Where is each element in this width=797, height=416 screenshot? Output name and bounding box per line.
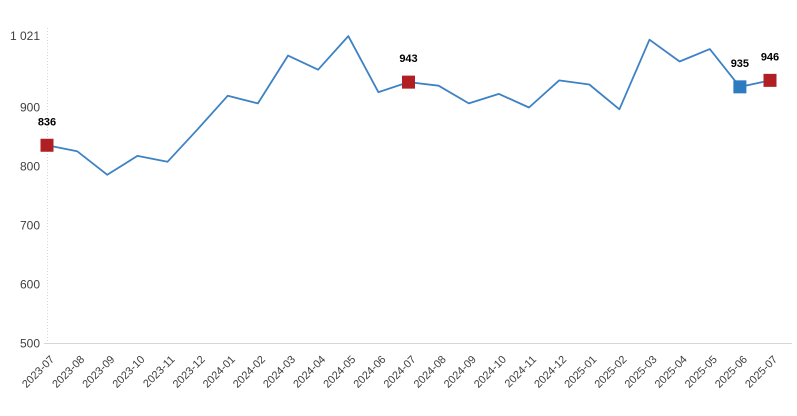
data-point-value-label: 946 <box>761 51 779 63</box>
x-axis-tick-label: 2024-03 <box>261 354 298 391</box>
x-axis-tick-label: 2025-04 <box>653 354 690 391</box>
x-axis-tick-label: 2024-05 <box>321 354 358 391</box>
data-point-marker <box>402 75 415 89</box>
x-axis-tick-label: 2023-07 <box>20 354 57 391</box>
x-axis-tick-label: 2025-07 <box>743 354 780 391</box>
x-axis-tick-label: 2024-01 <box>201 354 238 391</box>
y-axis-tick-label: 700 <box>20 219 40 233</box>
x-axis-tick-label: 2023-08 <box>50 354 87 391</box>
data-point-value-label: 943 <box>399 53 417 65</box>
y-axis-tick-label: 500 <box>20 337 40 351</box>
data-point-marker <box>763 73 777 87</box>
x-axis-tick-label: 2024-07 <box>382 354 419 391</box>
x-axis-tick-label: 2023-10 <box>110 354 147 391</box>
y-axis-tick-label: 600 <box>20 278 40 292</box>
y-axis-tick-label: 800 <box>20 160 40 174</box>
data-point-marker <box>733 80 747 94</box>
x-axis-tick-label: 2023-09 <box>80 354 117 391</box>
x-axis-tick-label: 2024-04 <box>291 354 328 391</box>
x-axis-tick-label: 2025-06 <box>713 354 750 391</box>
x-axis-tick-label: 2023-12 <box>171 354 208 391</box>
x-axis-tick-label: 2024-09 <box>442 354 479 391</box>
x-axis-tick-label: 2024-12 <box>532 354 569 391</box>
x-axis-tick-label: 2024-02 <box>231 354 268 391</box>
y-axis-tick-label: 1 021 <box>10 29 40 43</box>
x-axis-tick-label: 2025-01 <box>562 354 599 391</box>
x-axis-tick-label: 2025-02 <box>592 354 629 391</box>
x-axis-tick-label: 2025-05 <box>683 354 720 391</box>
data-point-value-label: 935 <box>731 58 749 70</box>
y-axis-tick-label: 900 <box>20 101 40 115</box>
data-point-marker <box>40 138 54 152</box>
x-axis-tick-label: 2024-10 <box>472 354 509 391</box>
data-point-value-label: 836 <box>38 116 56 128</box>
x-axis-tick-label: 2024-06 <box>351 354 388 391</box>
x-axis-tick-label: 2024-08 <box>412 354 449 391</box>
x-axis-tick-label: 2025-03 <box>623 354 660 391</box>
